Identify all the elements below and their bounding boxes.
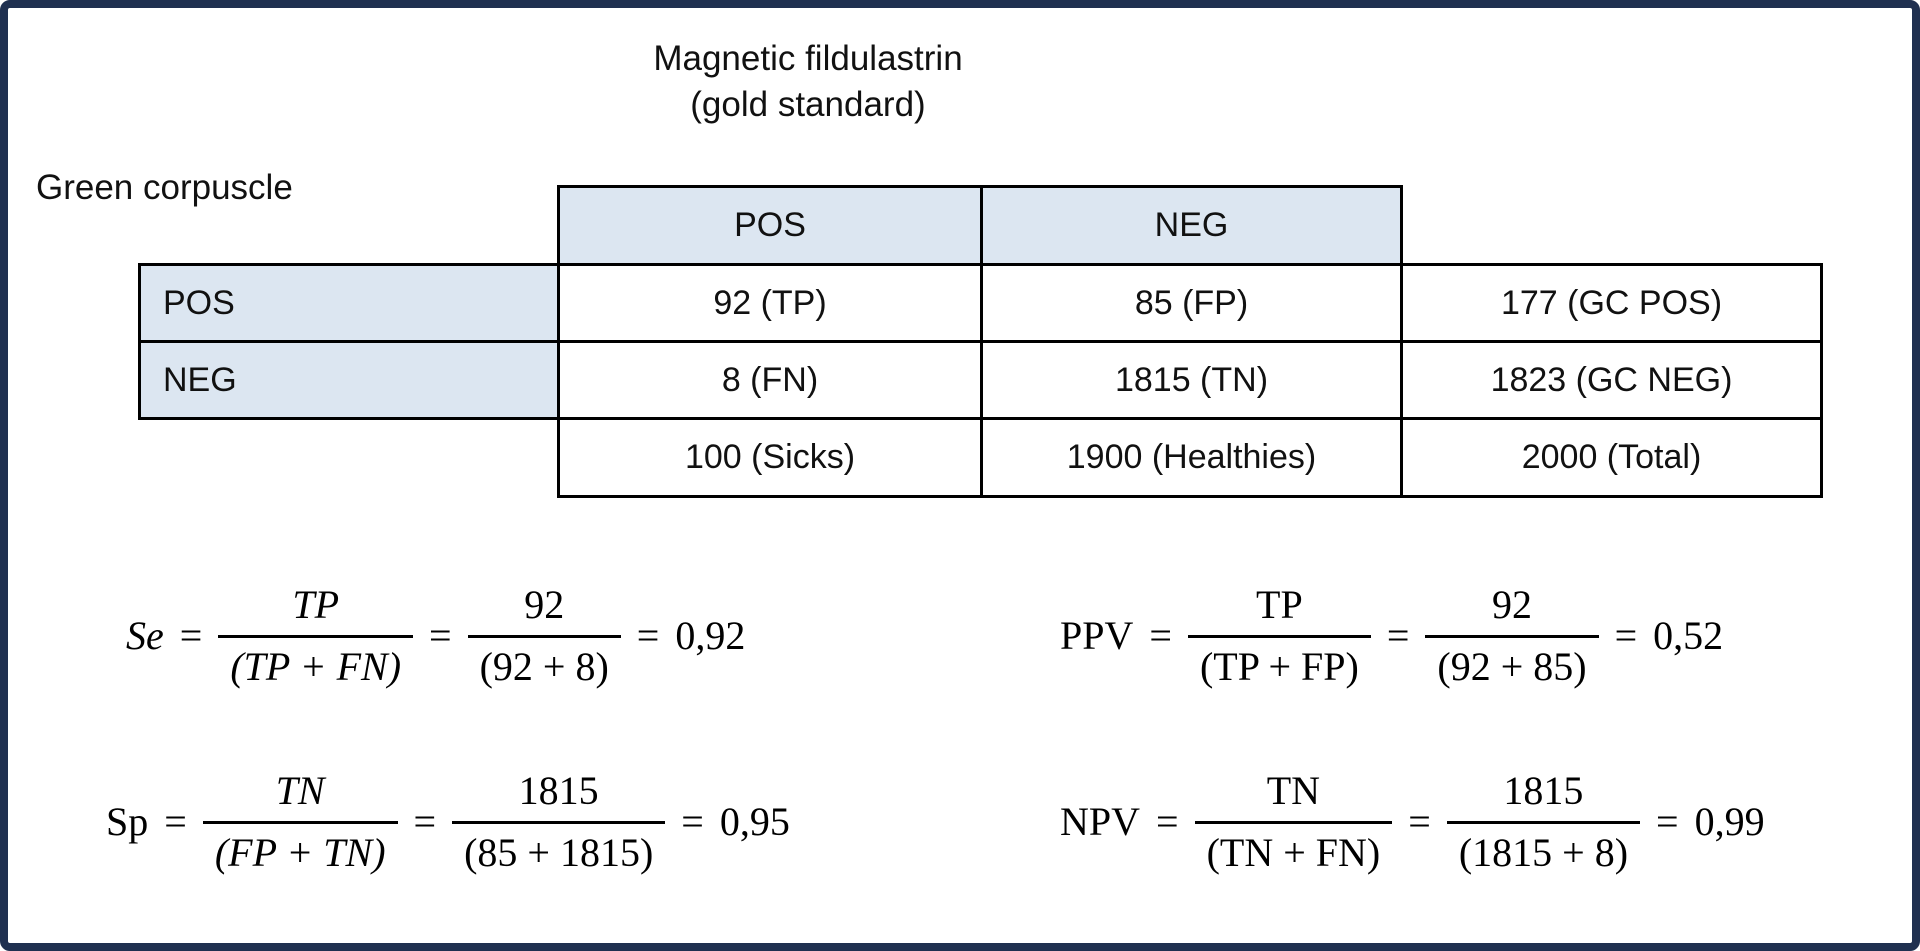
fraction-numerator: 1815 [1446,767,1641,824]
cell-false-positive: 85 (FP) [980,263,1403,343]
cell-sicks-total: 100 (Sicks) [557,417,983,498]
col-header-neg: NEG [980,185,1403,266]
equals-sign: = [1656,798,1679,844]
cell-gc-neg-total: 1823 (GC NEG) [1400,340,1823,420]
fraction-denominator: (1815 + 8) [1458,829,1629,875]
cell-gc-pos-total: 177 (GC POS) [1400,263,1823,343]
symbolic-fraction: TN (TN + FN) [1194,767,1393,876]
formula-ppv: PPV = TP (TP + FP) = 92 (92 + 85) = 0,52 [1060,560,1723,710]
formula-label: NPV [1060,798,1141,844]
totals-row: 100 (Sicks) 1900 (Healthies) 2000 (Total… [140,417,1823,498]
fraction-numerator: TN [202,767,398,824]
fraction-numerator: 92 [467,581,621,638]
fraction-numerator: TN [1194,767,1393,824]
cell-true-negative: 1815 (TN) [980,340,1403,420]
formula-result: 0,92 [675,612,746,658]
numeric-fraction: 1815 (85 + 1815) [452,767,666,876]
equals-sign: = [1149,612,1172,658]
row-header-pos: POS [138,263,560,343]
equals-sign: = [681,798,704,844]
numeric-fraction: 92 (92 + 8) [467,581,621,690]
formula-sp: Sp = TN (FP + TN) = 1815 (85 + 1815) = 0… [106,746,790,896]
equals-sign: = [1614,612,1638,658]
fraction-denominator: (FP + TN) [214,829,386,875]
equals-sign: = [179,612,203,658]
formula-label: Se [126,612,164,658]
symbolic-fraction: TP (TP + FN) [218,581,414,690]
formula-npv: NPV = TN (TN + FN) = 1815 (1815 + 8) = 0… [1060,746,1765,896]
fraction-numerator: TP [1187,581,1371,638]
cell-healthies-total: 1900 (Healthies) [980,417,1403,498]
formula-label: PPV [1060,612,1134,658]
equals-sign: = [636,612,660,658]
equals-sign: = [1156,798,1179,844]
row-header-neg: NEG [138,340,560,420]
spacer-cell [140,187,559,265]
fraction-numerator: TP [218,581,414,638]
formula-result: 0,99 [1694,798,1765,844]
formula-result: 0,95 [719,798,790,844]
numeric-fraction: 92 (92 + 85) [1425,581,1599,690]
symbolic-fraction: TP (TP + FP) [1187,581,1371,690]
fraction-denominator: (92 + 8) [479,643,609,689]
fraction-denominator: (TP + FN) [230,643,402,689]
fraction-denominator: (85 + 1815) [464,829,654,875]
fraction-denominator: (TP + FP) [1199,643,1359,689]
formula-se: Se = TP (TP + FN) = 92 (92 + 8) = 0,92 [126,560,745,710]
title-line-1: Magnetic fildulastrin [653,39,963,78]
fraction-denominator: (92 + 85) [1437,643,1587,689]
formula-result: 0,52 [1653,612,1724,658]
contingency-table: POS NEG POS 92 (TP) 85 (FP) 177 (GC POS)… [138,185,1823,498]
table-row: NEG 8 (FN) 1815 (TN) 1823 (GC NEG) [138,340,1823,420]
cell-true-positive: 92 (TP) [557,263,983,343]
spacer-cell [140,419,559,497]
fraction-denominator: (TN + FN) [1206,829,1381,875]
symbolic-fraction: TN (FP + TN) [202,767,398,876]
equals-sign: = [1408,798,1431,844]
gold-standard-title: Magnetic fildulastrin (gold standard) [448,36,1168,128]
formula-label: Sp [106,798,149,844]
cell-false-negative: 8 (FN) [557,340,983,420]
title-line-2: (gold standard) [690,85,926,125]
equals-sign: = [413,798,437,844]
fraction-numerator: 92 [1425,581,1599,638]
table-row: POS 92 (TP) 85 (FP) 177 (GC POS) [138,263,1823,343]
spacer-cell [1402,187,1822,265]
fraction-numerator: 1815 [452,767,666,824]
cell-grand-total: 2000 (Total) [1400,417,1823,498]
col-header-pos: POS [557,185,983,266]
numeric-fraction: 1815 (1815 + 8) [1446,767,1641,876]
row-axis-label: Green corpuscle [36,168,293,207]
equals-sign: = [1386,612,1410,658]
equals-sign: = [164,798,187,844]
equals-sign: = [429,612,452,658]
